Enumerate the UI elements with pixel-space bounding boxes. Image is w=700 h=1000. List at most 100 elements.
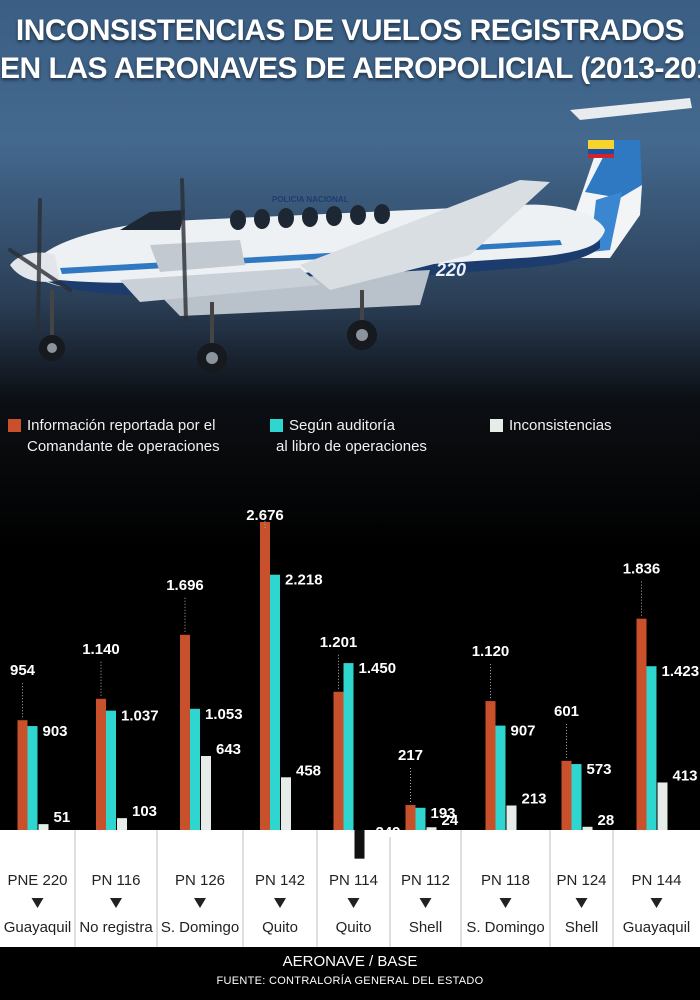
source-note: FUENTE: CONTRALORÍA GENERAL DEL ESTADO [216, 975, 484, 987]
data-label: 213 [522, 790, 547, 807]
legend-label-inconsistencies: Inconsistencias [509, 417, 612, 434]
data-label: 193 [431, 805, 456, 822]
data-label: 1.201 [320, 634, 358, 651]
plane-tail-number: 220 [435, 260, 466, 280]
bar-1-pne-220 [17, 720, 28, 830]
data-label: 458 [296, 762, 321, 779]
footer: AERONAVE / BASE FUENTE: CONTRALORÍA GENE… [0, 947, 700, 1000]
base-label: S. Domingo [466, 919, 544, 936]
arrow-down-icon [575, 898, 588, 908]
category-box [0, 830, 700, 947]
data-label: 573 [587, 761, 612, 778]
bar-1-pn-126 [180, 634, 190, 830]
bar-1-pn-116 [96, 698, 106, 830]
bar-3-pne-220 [38, 824, 49, 830]
bar-3-pn-116 [117, 818, 127, 830]
bar-3-pn-126 [201, 755, 211, 830]
legend-label-reported-1: Información reportada por el [27, 417, 216, 434]
bar-2-pn-118 [495, 725, 506, 830]
bar-1-pn-112 [405, 805, 416, 830]
page-title: INCONSISTENCIAS DE VUELOS REGISTRADOS EN… [0, 12, 700, 88]
hero-fade [0, 400, 700, 550]
category-label: PNE 220 [7, 872, 67, 889]
legend-swatch-reported [8, 419, 21, 432]
category-label: PN 114 [329, 872, 378, 889]
category-label: PN 112 [401, 872, 450, 889]
data-label: 1.037 [121, 708, 159, 725]
data-label: 103 [132, 803, 157, 820]
data-label: 2.218 [285, 572, 323, 589]
data-label: 601 [554, 703, 579, 720]
base-label: S. Domingo [161, 919, 239, 936]
plane-label: POLICIA NACIONAL [272, 195, 349, 204]
arrow-down-icon [110, 898, 122, 908]
legend-swatch-audit [270, 419, 283, 432]
base-label: Shell [409, 919, 442, 936]
bar-2-pn-142 [270, 574, 280, 830]
bar-3-pn-124 [582, 826, 593, 830]
bar-2-pn-126 [190, 708, 200, 830]
legend-swatch-inconsistencies [490, 419, 503, 432]
bar-1-pn-114 [333, 691, 344, 830]
bar-2-pne-220 [27, 726, 38, 830]
data-label: 1.423 [662, 663, 700, 680]
arrow-down-icon [650, 898, 663, 908]
bar-3-pn-112 [426, 827, 437, 830]
bar-2-pn-144 [646, 666, 657, 830]
data-label: 413 [673, 767, 698, 784]
data-label: 1.836 [623, 561, 661, 578]
bar-2-pn-114 [343, 663, 354, 830]
bar-3-pn-114 [354, 830, 365, 859]
base-label: Shell [565, 919, 598, 936]
category-label: PN 124 [556, 872, 606, 889]
data-label: 954 [10, 662, 36, 679]
category-label: PN 116 [92, 872, 141, 889]
data-label: 643 [216, 741, 241, 758]
category-label: PN 142 [255, 872, 305, 889]
bar-2-pn-112 [415, 807, 426, 830]
bar-3-pn-118 [506, 805, 517, 830]
data-label: -249 [371, 824, 401, 841]
title-line-1: INCONSISTENCIAS DE VUELOS REGISTRADOS [15, 14, 685, 47]
bar-1-pn-144 [636, 618, 647, 830]
arrow-down-icon [31, 898, 44, 908]
arrow-down-icon [347, 898, 360, 908]
base-label: No registra [79, 919, 153, 936]
title-line-2: EN LAS AERONAVES DE AEROPOLICIAL (2013-2… [0, 52, 700, 85]
bar-chart: 954 903 51 PNE 220 Guayaquil 1.140 1.037 103 PN … [0, 507, 700, 947]
data-label: 51 [54, 809, 71, 826]
data-label: 1.120 [472, 643, 510, 660]
hero-photo: POLICIA NACIONAL 220 INCONSISTENCIAS [0, 0, 700, 400]
base-label: Guayaquil [4, 919, 72, 936]
legend-label-reported-2: Comandante de operaciones [27, 438, 220, 455]
arrow-down-icon [274, 898, 286, 908]
data-label: 1.696 [166, 577, 204, 594]
base-label: Quito [336, 919, 372, 936]
legend-label-audit-2: al libro de operaciones [276, 438, 427, 455]
base-label: Guayaquil [623, 919, 691, 936]
bar-2-pn-116 [106, 710, 116, 830]
data-label: 1.053 [205, 706, 243, 723]
arrow-down-icon [419, 898, 432, 908]
bar-3-pn-142 [281, 777, 291, 830]
legend-label-audit-1: Según auditoría [289, 417, 395, 434]
bar-3-pn-144 [657, 782, 668, 830]
data-label: 217 [398, 747, 423, 764]
bar-2-pn-124 [571, 764, 582, 830]
data-label: 24 [442, 812, 459, 829]
base-label: Quito [262, 919, 298, 936]
data-label: 1.450 [359, 660, 397, 677]
data-label: 907 [511, 723, 536, 740]
arrow-down-icon [194, 898, 206, 908]
bar-1-pn-124 [561, 760, 572, 830]
data-label: 2.676 [246, 507, 284, 524]
bar-1-pn-118 [485, 701, 496, 830]
data-label: 1.140 [82, 641, 120, 658]
data-label: 903 [43, 723, 68, 740]
category-label: PN 144 [631, 872, 681, 889]
aircraft-illustration: POLICIA NACIONAL 220 [8, 98, 692, 373]
data-label: 28 [598, 812, 615, 829]
arrow-down-icon [499, 898, 512, 908]
x-axis-title: AERONAVE / BASE [282, 953, 418, 970]
category-label: PN 118 [481, 872, 530, 889]
